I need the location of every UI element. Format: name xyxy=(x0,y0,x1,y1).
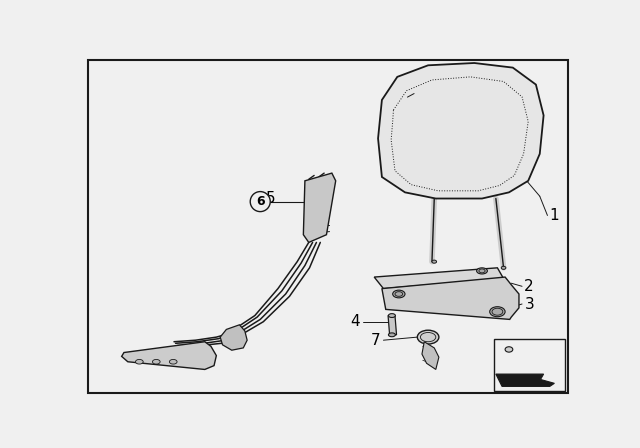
Polygon shape xyxy=(374,268,504,289)
Polygon shape xyxy=(382,277,519,319)
Ellipse shape xyxy=(152,359,160,364)
Ellipse shape xyxy=(490,307,505,317)
Ellipse shape xyxy=(393,290,405,298)
Text: 3: 3 xyxy=(524,297,534,311)
Text: 00 29481: 00 29481 xyxy=(504,383,543,392)
Text: 1: 1 xyxy=(550,208,559,223)
Polygon shape xyxy=(422,342,439,370)
Polygon shape xyxy=(303,173,336,242)
Ellipse shape xyxy=(388,333,396,337)
Polygon shape xyxy=(388,315,397,335)
Ellipse shape xyxy=(505,347,513,352)
Text: 6: 6 xyxy=(256,195,264,208)
Polygon shape xyxy=(378,63,543,198)
Ellipse shape xyxy=(432,260,436,263)
Ellipse shape xyxy=(170,359,177,364)
Ellipse shape xyxy=(417,330,439,344)
Polygon shape xyxy=(496,374,554,386)
Circle shape xyxy=(250,192,270,211)
Ellipse shape xyxy=(388,314,396,318)
Ellipse shape xyxy=(501,266,506,269)
Bar xyxy=(494,339,565,391)
Text: 2: 2 xyxy=(524,279,534,294)
Text: 4: 4 xyxy=(351,314,360,329)
Text: 5: 5 xyxy=(266,191,276,206)
Ellipse shape xyxy=(136,359,143,364)
Text: 6: 6 xyxy=(528,345,537,359)
Text: 7: 7 xyxy=(371,333,380,348)
Ellipse shape xyxy=(477,268,488,274)
Polygon shape xyxy=(122,342,216,370)
Polygon shape xyxy=(220,325,247,350)
